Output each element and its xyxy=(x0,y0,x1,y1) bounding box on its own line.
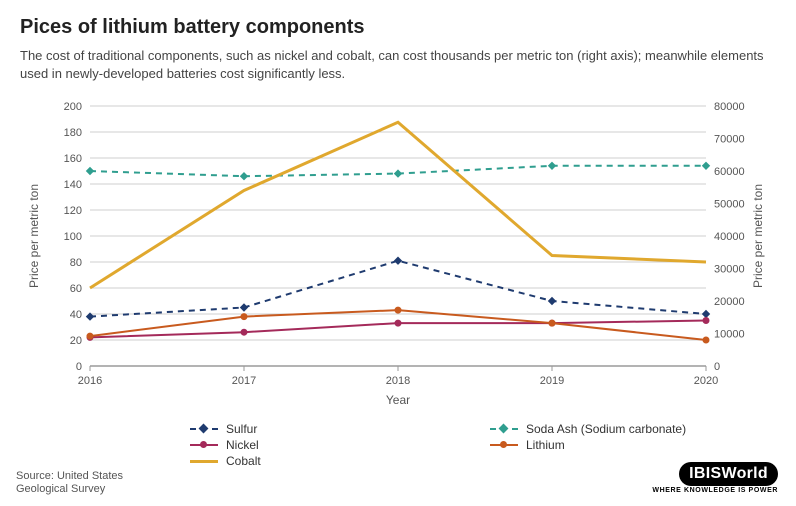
svg-text:120: 120 xyxy=(64,205,82,217)
svg-text:140: 140 xyxy=(64,179,82,191)
svg-text:80: 80 xyxy=(70,257,82,269)
legend-item: Nickel xyxy=(190,438,450,452)
chart-subtitle: The cost of traditional components, such… xyxy=(20,47,776,82)
svg-text:20: 20 xyxy=(70,335,82,347)
svg-text:2020: 2020 xyxy=(694,375,718,387)
svg-text:Price per metric ton: Price per metric ton xyxy=(27,184,41,288)
svg-text:2019: 2019 xyxy=(540,375,564,387)
legend-swatch xyxy=(490,438,518,452)
svg-text:60000: 60000 xyxy=(714,166,745,178)
svg-text:30000: 30000 xyxy=(714,264,745,276)
legend-label: Cobalt xyxy=(226,454,261,468)
brand-logo: IBISWorld xyxy=(679,462,778,486)
legend-item: Lithium xyxy=(490,438,750,452)
legend-swatch xyxy=(190,438,218,452)
svg-text:10000: 10000 xyxy=(714,329,745,341)
svg-text:80000: 80000 xyxy=(714,101,745,113)
chart-title: Pices of lithium battery components xyxy=(20,16,776,39)
legend-label: Sulfur xyxy=(226,422,257,436)
legend-label: Lithium xyxy=(526,438,565,452)
svg-text:40: 40 xyxy=(70,309,82,321)
brand-block: IBISWorld WHERE KNOWLEDGE IS POWER xyxy=(652,462,778,494)
legend-swatch xyxy=(190,422,218,436)
svg-text:60: 60 xyxy=(70,283,82,295)
svg-text:2016: 2016 xyxy=(78,375,102,387)
legend-label: Nickel xyxy=(226,438,259,452)
legend-swatch xyxy=(190,454,218,468)
brand-tagline: WHERE KNOWLEDGE IS POWER xyxy=(652,487,778,494)
legend-item: Cobalt xyxy=(190,454,450,468)
svg-text:100: 100 xyxy=(64,231,82,243)
legend-label: Soda Ash (Sodium carbonate) xyxy=(526,422,686,436)
legend-swatch xyxy=(490,422,518,436)
legend-item: Sulfur xyxy=(190,422,450,436)
svg-text:180: 180 xyxy=(64,127,82,139)
svg-text:160: 160 xyxy=(64,153,82,165)
svg-text:50000: 50000 xyxy=(714,199,745,211)
chart-area: 0 20 40 60 80 100 120 140 160 180 200 0 10000 20000 30… xyxy=(20,86,776,416)
legend-item: Soda Ash (Sodium carbonate) xyxy=(490,422,750,436)
svg-text:200: 200 xyxy=(64,101,82,113)
svg-text:2017: 2017 xyxy=(232,375,256,387)
svg-text:2018: 2018 xyxy=(386,375,410,387)
svg-text:0: 0 xyxy=(76,361,82,373)
svg-text:0: 0 xyxy=(714,361,720,373)
svg-text:20000: 20000 xyxy=(714,296,745,308)
source-text: Source: United States Geological Survey xyxy=(16,470,156,496)
svg-text:40000: 40000 xyxy=(714,231,745,243)
svg-text:Price per metric ton: Price per metric ton xyxy=(751,184,765,288)
svg-text:70000: 70000 xyxy=(714,134,745,146)
svg-text:Year: Year xyxy=(386,393,410,407)
